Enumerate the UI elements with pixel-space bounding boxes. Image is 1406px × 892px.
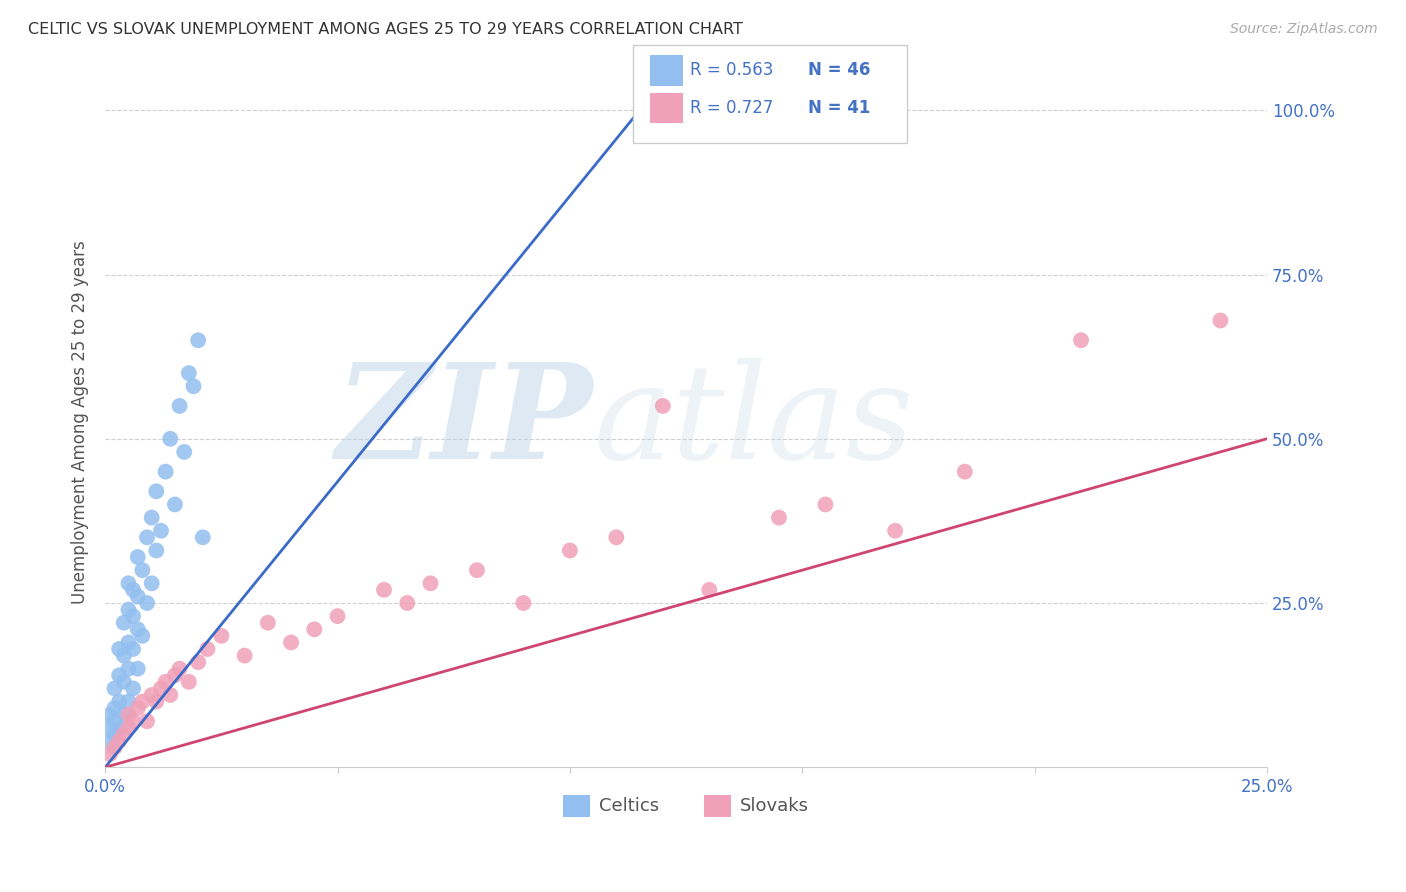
Point xyxy=(117,695,139,709)
Point xyxy=(1070,333,1092,347)
Point xyxy=(122,714,145,729)
Point xyxy=(131,695,153,709)
Point xyxy=(98,721,121,735)
Point xyxy=(112,615,135,630)
Point xyxy=(697,582,720,597)
Point xyxy=(136,530,159,544)
Point xyxy=(108,695,131,709)
Point xyxy=(419,576,441,591)
Text: Source: ZipAtlas.com: Source: ZipAtlas.com xyxy=(1230,22,1378,37)
Point xyxy=(122,609,145,624)
Point xyxy=(141,688,163,702)
Point xyxy=(953,465,976,479)
Point xyxy=(396,596,419,610)
Point xyxy=(177,674,200,689)
Point xyxy=(112,707,135,722)
Point xyxy=(108,668,131,682)
Point xyxy=(155,465,177,479)
Point xyxy=(136,714,159,729)
Point xyxy=(103,714,125,729)
Point xyxy=(108,721,131,735)
Point xyxy=(233,648,256,663)
Point xyxy=(304,622,326,636)
Point xyxy=(117,662,139,676)
Point xyxy=(465,563,488,577)
Point xyxy=(257,615,280,630)
Point xyxy=(163,668,186,682)
Point xyxy=(173,445,195,459)
Point xyxy=(163,498,186,512)
Point xyxy=(103,701,125,715)
Point xyxy=(103,681,125,696)
Point xyxy=(169,399,191,413)
Point xyxy=(127,701,149,715)
Point xyxy=(373,582,395,597)
Point xyxy=(131,629,153,643)
Text: ZIP: ZIP xyxy=(336,358,593,487)
Point xyxy=(187,333,209,347)
Point xyxy=(98,734,121,748)
Text: R = 0.563: R = 0.563 xyxy=(690,62,773,79)
Point xyxy=(605,530,627,544)
Point xyxy=(209,629,232,643)
Text: N = 46: N = 46 xyxy=(808,62,870,79)
Point xyxy=(141,510,163,524)
Point xyxy=(112,727,135,741)
Text: N = 41: N = 41 xyxy=(808,99,870,117)
Point xyxy=(884,524,907,538)
Legend: Celtics, Slovaks: Celtics, Slovaks xyxy=(555,788,817,824)
Point xyxy=(280,635,302,649)
Point xyxy=(117,721,139,735)
Point xyxy=(98,707,121,722)
Point xyxy=(122,582,145,597)
Point xyxy=(177,366,200,380)
Point xyxy=(159,688,181,702)
Point xyxy=(191,530,214,544)
Point xyxy=(187,655,209,669)
Point xyxy=(512,596,534,610)
Point xyxy=(145,695,167,709)
Point xyxy=(127,622,149,636)
Y-axis label: Unemployment Among Ages 25 to 29 years: Unemployment Among Ages 25 to 29 years xyxy=(72,241,89,604)
Point xyxy=(145,543,167,558)
Point xyxy=(117,576,139,591)
Point xyxy=(112,674,135,689)
Point xyxy=(768,510,790,524)
Point xyxy=(136,596,159,610)
Point xyxy=(112,648,135,663)
Point xyxy=(122,642,145,657)
Point xyxy=(117,635,139,649)
Point xyxy=(103,727,125,741)
Point xyxy=(127,549,149,564)
Point xyxy=(127,590,149,604)
Point xyxy=(145,484,167,499)
Point xyxy=(117,707,139,722)
Point xyxy=(155,674,177,689)
Point xyxy=(103,740,125,755)
Point xyxy=(159,432,181,446)
Point xyxy=(149,681,172,696)
Point xyxy=(98,747,121,761)
Point xyxy=(131,563,153,577)
Point xyxy=(169,662,191,676)
Text: CELTIC VS SLOVAK UNEMPLOYMENT AMONG AGES 25 TO 29 YEARS CORRELATION CHART: CELTIC VS SLOVAK UNEMPLOYMENT AMONG AGES… xyxy=(28,22,742,37)
Point xyxy=(814,498,837,512)
Point xyxy=(122,681,145,696)
Point xyxy=(197,642,219,657)
Point xyxy=(558,543,581,558)
Point xyxy=(183,379,205,393)
Text: atlas: atlas xyxy=(593,358,914,487)
Point xyxy=(108,734,131,748)
Text: R = 0.727: R = 0.727 xyxy=(690,99,773,117)
Point xyxy=(108,642,131,657)
Point xyxy=(117,602,139,616)
Point xyxy=(651,399,673,413)
Point xyxy=(149,524,172,538)
Point xyxy=(127,662,149,676)
Point xyxy=(326,609,349,624)
Point xyxy=(1209,313,1232,327)
Point xyxy=(141,576,163,591)
